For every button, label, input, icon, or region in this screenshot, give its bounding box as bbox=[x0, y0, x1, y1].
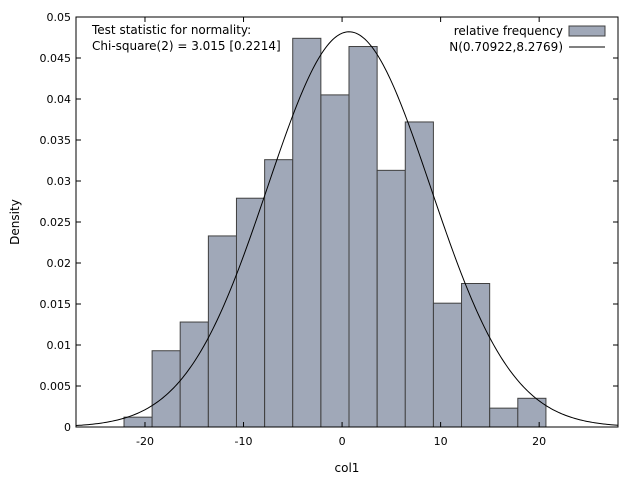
x-tick-label: 0 bbox=[339, 435, 346, 448]
x-axis-label: col1 bbox=[335, 461, 360, 475]
y-tick-label: 0.03 bbox=[47, 175, 72, 188]
x-tick-label: -10 bbox=[235, 435, 253, 448]
histogram-bar bbox=[461, 283, 491, 428]
y-axis-ticks: 0 0.005 0.01 0.015 0.02 0.025 0.03 0.035 0.04 0.0… bbox=[40, 11, 618, 434]
legend-label-frequency: relative frequency bbox=[454, 24, 563, 38]
histogram-bar bbox=[376, 169, 406, 428]
y-tick-label: 0.025 bbox=[40, 216, 72, 229]
legend: relative frequency N(0.70922,8.2769) bbox=[449, 24, 606, 54]
histogram-bar bbox=[292, 37, 322, 428]
histogram-bar bbox=[489, 407, 519, 428]
y-tick-label: 0.01 bbox=[47, 339, 72, 352]
x-tick-label: -20 bbox=[136, 435, 154, 448]
histogram-bar bbox=[235, 197, 266, 428]
legend-label-normal: N(0.70922,8.2769) bbox=[449, 40, 563, 54]
y-tick-label: 0.015 bbox=[40, 298, 72, 311]
x-tick-label: 20 bbox=[532, 435, 546, 448]
y-axis-label: Density bbox=[8, 199, 22, 245]
histogram-bar bbox=[151, 350, 181, 428]
histogram-bar bbox=[179, 321, 209, 428]
y-tick-label: 0.04 bbox=[47, 93, 72, 106]
histogram-bar bbox=[320, 94, 350, 428]
chi-square-result: Chi-square(2) = 3.015 [0.2214] bbox=[92, 39, 281, 53]
histogram-bar bbox=[432, 302, 463, 428]
y-tick-label: 0 bbox=[64, 421, 71, 434]
histogram-bar bbox=[517, 397, 547, 428]
y-tick-label: 0.045 bbox=[40, 52, 72, 65]
y-tick-label: 0.005 bbox=[40, 380, 72, 393]
histogram-bar bbox=[404, 121, 434, 428]
y-tick-label: 0.02 bbox=[47, 257, 72, 270]
y-tick-label: 0.05 bbox=[47, 11, 72, 24]
y-tick-label: 0.035 bbox=[40, 134, 72, 147]
histogram-bar bbox=[123, 416, 153, 428]
histogram-bar bbox=[264, 159, 294, 428]
bars-group bbox=[123, 37, 547, 428]
x-tick-label: 10 bbox=[434, 435, 448, 448]
histogram-bar bbox=[207, 235, 238, 428]
legend-swatch-frequency bbox=[568, 25, 606, 37]
normality-test-title: Test statistic for normality: bbox=[91, 23, 251, 37]
normal-curve-line bbox=[75, 31, 619, 427]
histogram-bar bbox=[348, 46, 378, 428]
x-axis-ticks: -20 -10 0 10 20 bbox=[136, 17, 546, 448]
